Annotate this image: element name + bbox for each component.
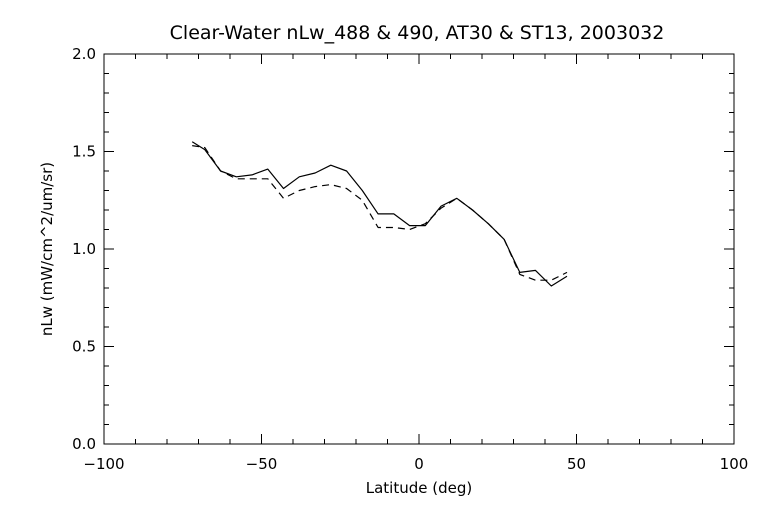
y-tick-label: 0.5 — [72, 338, 96, 356]
x-tick-label: 0 — [414, 455, 424, 473]
major-ticks — [103, 53, 735, 445]
x-tick-label: 50 — [567, 455, 586, 473]
plot-frame — [103, 53, 735, 445]
x-tick-label: −100 — [83, 455, 124, 473]
y-axis-label: nLw (mW/cm^2/um/sr) — [38, 162, 56, 336]
x-tick-labels: −100 −50 0 50 100 — [83, 455, 748, 473]
y-tick-labels: 0.0 0.5 1.0 1.5 2.0 — [72, 45, 96, 453]
x-tick-label: −50 — [246, 455, 278, 473]
y-tick-label: 1.0 — [72, 240, 96, 258]
series-line-solid — [191, 141, 568, 287]
x-axis-label: Latitude (deg) — [366, 479, 472, 497]
series-layer — [191, 141, 568, 287]
y-tick-label: 1.5 — [72, 143, 96, 161]
series-line-dashed — [192, 145, 568, 281]
chart-title: Clear-Water nLw_488 & 490, AT30 & ST13, … — [170, 22, 665, 44]
x-tick-label: 100 — [720, 455, 749, 473]
y-tick-label: 0.0 — [72, 435, 96, 453]
y-tick-label: 2.0 — [72, 45, 96, 63]
minor-ticks — [104, 54, 734, 444]
